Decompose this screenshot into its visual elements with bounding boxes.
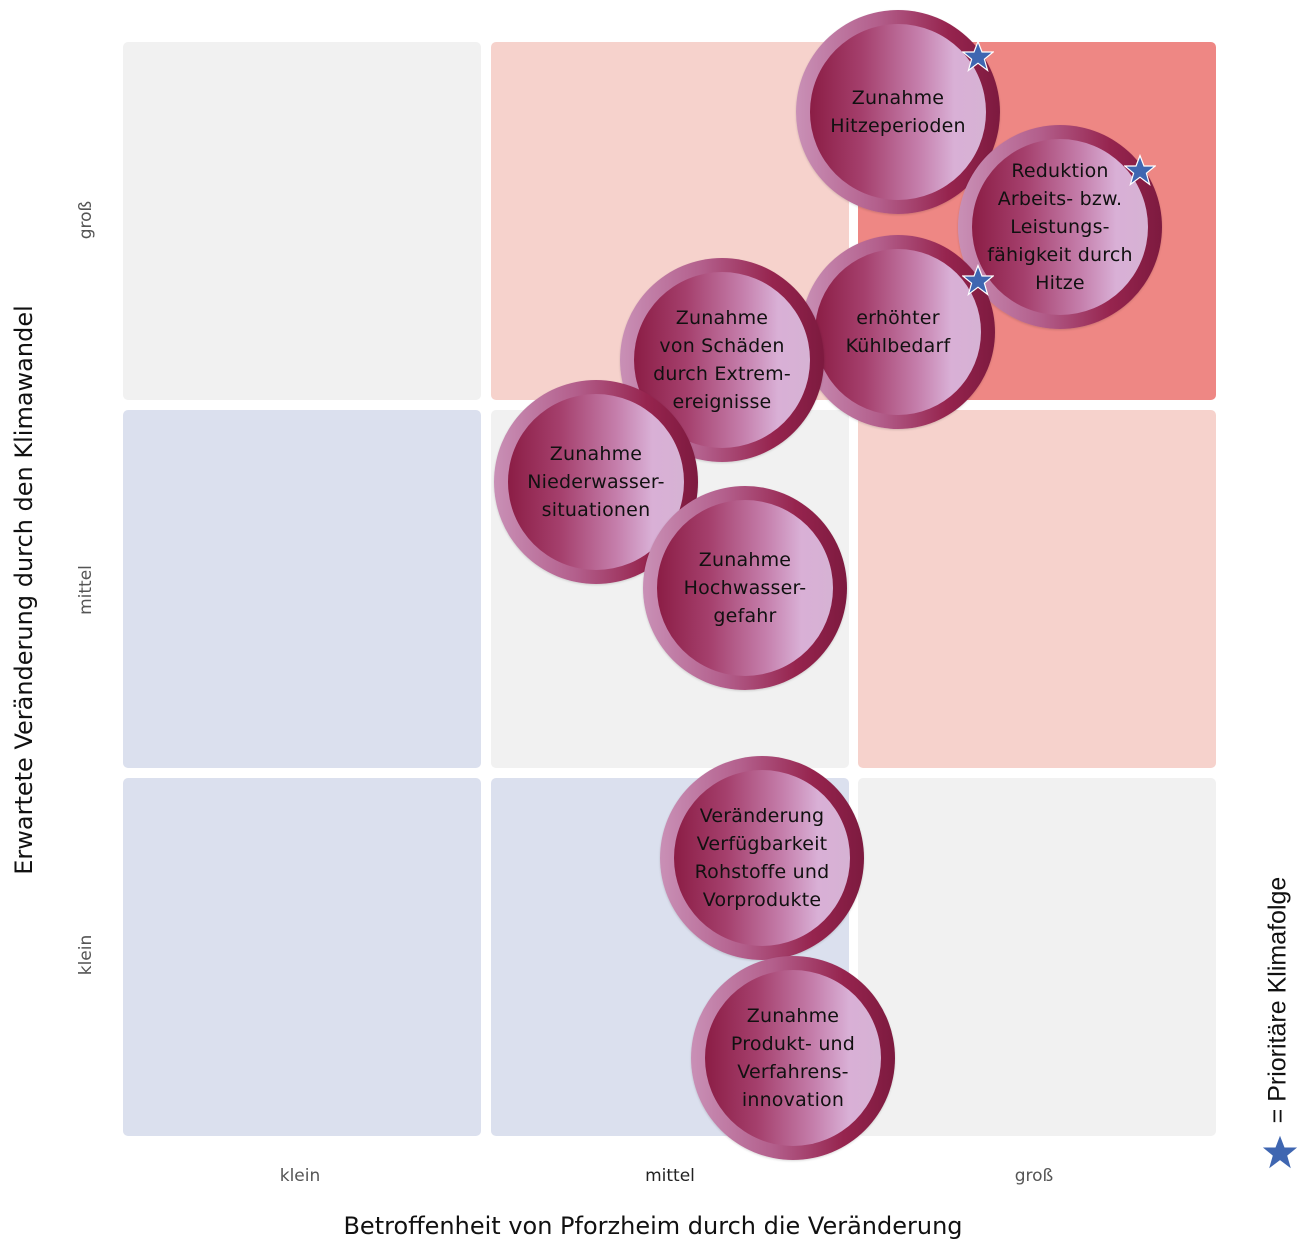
bubble-label: Veränderung Verfügbarkeit Rohstoffe und … — [695, 802, 830, 914]
bubble-label: Zunahme Hitzeperioden — [830, 84, 966, 140]
climate-impact-bubble: Veränderung Verfügbarkeit Rohstoffe und … — [660, 756, 864, 960]
y-axis-title: Erwartete Veränderung durch den Klimawan… — [10, 305, 38, 875]
bubble-inner: Zunahme Produkt- und Verfahrens- innovat… — [705, 970, 881, 1146]
climate-impact-bubble: Zunahme Produkt- und Verfahrens- innovat… — [691, 956, 895, 1160]
legend-text: = Prioritäre Klimafolge — [1264, 877, 1293, 1124]
bubble-inner: Zunahme Hochwasser- gefahr — [657, 500, 833, 676]
bubble-label: Zunahme Hochwasser- gefahr — [684, 546, 807, 630]
bubble-label: Zunahme Niederwasser- situationen — [527, 440, 664, 524]
x-tick-mittel: mittel — [645, 1166, 695, 1186]
bubble-label: Zunahme Produkt- und Verfahrens- innovat… — [731, 1002, 855, 1114]
bubble-inner: Zunahme Hitzeperioden — [810, 24, 986, 200]
bubble-inner: erhöhter Kühlbedarf — [815, 249, 981, 415]
cell-y-klein-x-gross — [858, 778, 1216, 1136]
bubble-inner: Veränderung Verfügbarkeit Rohstoffe und … — [674, 770, 850, 946]
bubble-inner: Reduktion Arbeits- bzw. Leistungs- fähig… — [972, 139, 1148, 315]
x-axis-title: Betroffenheit von Pforzheim durch die Ve… — [343, 1212, 962, 1240]
cell-y-gross-x-klein — [123, 42, 481, 400]
star-icon — [962, 40, 994, 72]
x-tick-klein: klein — [280, 1166, 321, 1186]
bubble-label: Reduktion Arbeits- bzw. Leistungs- fähig… — [987, 157, 1132, 297]
star-icon — [962, 264, 994, 296]
y-tick-gross: groß — [76, 201, 96, 240]
y-tick-mittel: mittel — [76, 565, 96, 615]
bubble-label: erhöhter Kühlbedarf — [846, 304, 951, 360]
cell-y-klein-x-klein — [123, 778, 481, 1136]
star-icon — [1124, 154, 1156, 186]
star-icon — [1262, 1134, 1298, 1170]
climate-impact-bubble: Zunahme Hochwasser- gefahr — [643, 486, 847, 690]
cell-y-mittel-x-gross — [858, 410, 1216, 768]
cell-y-mittel-x-klein — [123, 410, 481, 768]
y-tick-klein: klein — [76, 935, 96, 976]
bubble-label: Zunahme von Schäden durch Extrem- ereign… — [653, 304, 791, 416]
x-tick-gross: groß — [1015, 1166, 1054, 1186]
